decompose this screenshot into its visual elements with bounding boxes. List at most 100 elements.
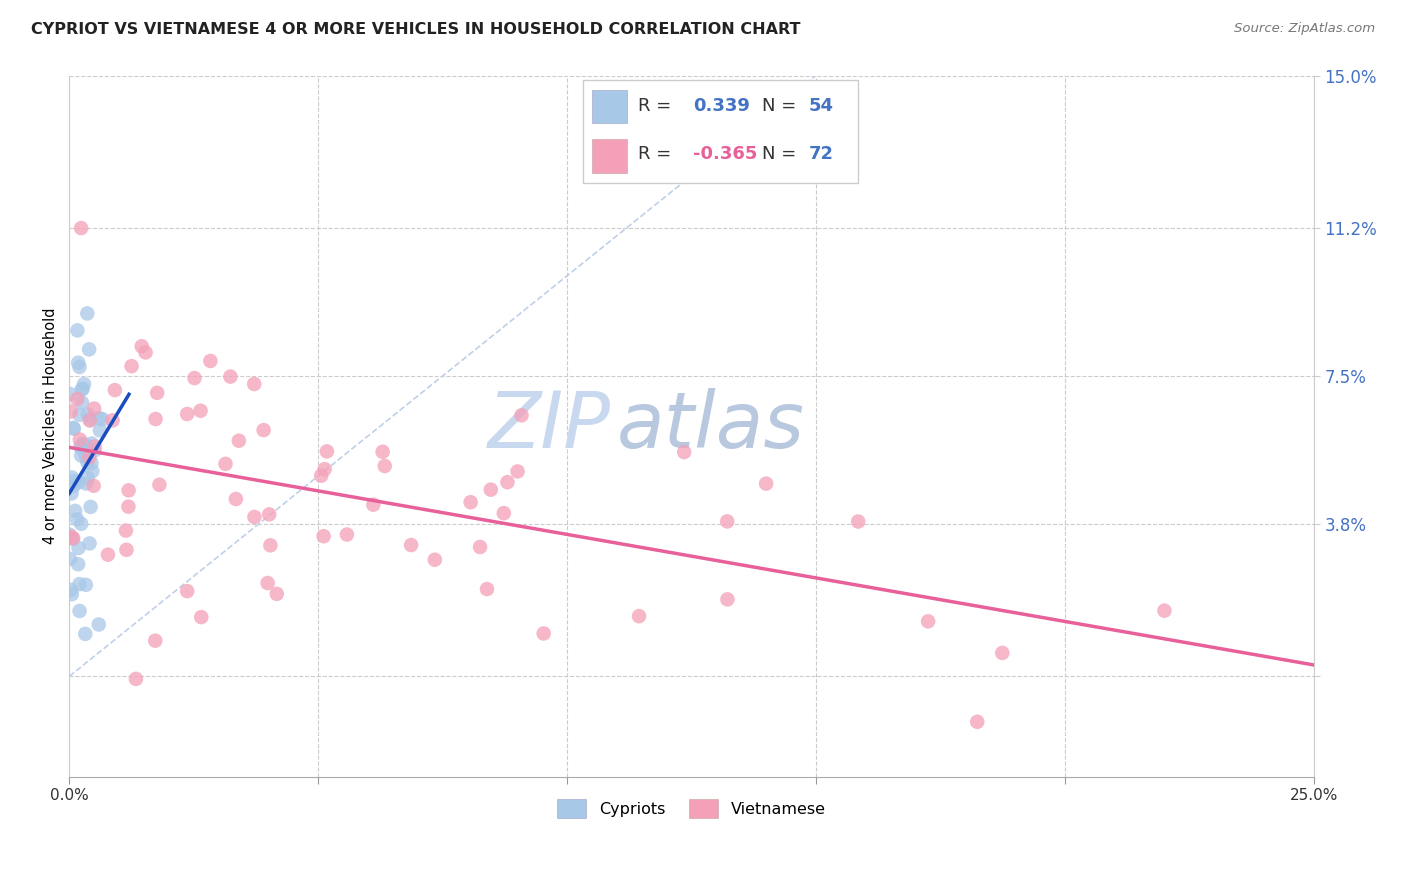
Point bbox=[67, 475, 90, 490]
Point bbox=[62, 422, 84, 436]
Point bbox=[60, 470, 83, 484]
Point bbox=[423, 552, 446, 566]
Point bbox=[492, 506, 515, 520]
Point bbox=[69, 433, 91, 447]
Point bbox=[143, 633, 166, 648]
Point bbox=[79, 413, 101, 427]
Point bbox=[266, 587, 288, 601]
Point bbox=[243, 376, 266, 391]
Point bbox=[69, 408, 91, 422]
Point bbox=[70, 516, 93, 531]
Point bbox=[69, 359, 91, 374]
Point bbox=[627, 609, 650, 624]
Text: Source: ZipAtlas.com: Source: ZipAtlas.com bbox=[1234, 22, 1375, 36]
Text: CYPRIOT VS VIETNAMESE 4 OR MORE VEHICLES IN HOUSEHOLD CORRELATION CHART: CYPRIOT VS VIETNAMESE 4 OR MORE VEHICLES… bbox=[31, 22, 800, 37]
Point bbox=[73, 377, 96, 392]
Point bbox=[70, 221, 93, 235]
Point bbox=[59, 387, 82, 401]
Point bbox=[371, 444, 394, 458]
Point bbox=[89, 424, 111, 438]
Point bbox=[755, 476, 778, 491]
Point bbox=[69, 440, 91, 454]
Point bbox=[475, 582, 498, 596]
Point bbox=[966, 714, 988, 729]
Point bbox=[83, 443, 105, 458]
Point bbox=[97, 548, 120, 562]
Point bbox=[117, 500, 139, 514]
Point bbox=[125, 672, 148, 686]
Point bbox=[69, 604, 91, 618]
Point bbox=[76, 471, 98, 485]
Point bbox=[148, 477, 170, 491]
Point bbox=[374, 458, 396, 473]
Point bbox=[62, 421, 84, 435]
Point bbox=[70, 439, 93, 453]
Point bbox=[135, 345, 157, 359]
Point bbox=[510, 409, 533, 423]
Point bbox=[315, 444, 337, 458]
Point bbox=[66, 512, 89, 526]
Point bbox=[190, 403, 212, 417]
Point bbox=[846, 515, 869, 529]
Point bbox=[219, 369, 242, 384]
Point bbox=[67, 356, 90, 370]
Point bbox=[115, 542, 138, 557]
Point bbox=[75, 627, 97, 641]
Point bbox=[716, 592, 738, 607]
Point bbox=[146, 385, 169, 400]
Text: atlas: atlas bbox=[617, 388, 804, 464]
Point bbox=[59, 530, 82, 544]
Point bbox=[67, 558, 90, 572]
Point bbox=[76, 451, 98, 466]
Point bbox=[190, 610, 212, 624]
Point bbox=[363, 498, 385, 512]
Point bbox=[72, 382, 94, 396]
Point bbox=[63, 474, 86, 488]
Point bbox=[716, 515, 738, 529]
Point bbox=[62, 532, 84, 546]
Point bbox=[200, 354, 222, 368]
Point bbox=[59, 582, 82, 597]
Text: N =: N = bbox=[762, 97, 796, 115]
Point bbox=[89, 411, 111, 425]
Point bbox=[496, 475, 519, 490]
Point bbox=[115, 524, 138, 538]
Point bbox=[58, 527, 80, 541]
Text: -0.365: -0.365 bbox=[693, 145, 758, 163]
Point bbox=[60, 486, 83, 500]
Point bbox=[336, 527, 359, 541]
Point bbox=[80, 436, 103, 450]
Point bbox=[69, 577, 91, 591]
Point bbox=[76, 306, 98, 320]
Point bbox=[73, 446, 96, 460]
Point bbox=[62, 531, 84, 545]
Point bbox=[83, 401, 105, 416]
Point bbox=[70, 449, 93, 463]
Point bbox=[991, 646, 1014, 660]
Point bbox=[312, 529, 335, 543]
Point bbox=[506, 465, 529, 479]
Point bbox=[59, 552, 82, 566]
Point bbox=[77, 408, 100, 422]
Point bbox=[183, 371, 205, 385]
Point bbox=[72, 436, 94, 450]
Point bbox=[63, 504, 86, 518]
Point bbox=[479, 483, 502, 497]
Point bbox=[79, 500, 101, 514]
Y-axis label: 4 or more Vehicles in Household: 4 or more Vehicles in Household bbox=[44, 308, 58, 544]
Text: 54: 54 bbox=[808, 97, 834, 115]
Point bbox=[79, 536, 101, 550]
Point bbox=[176, 407, 198, 421]
Point bbox=[121, 359, 143, 374]
Point bbox=[80, 456, 103, 470]
Text: R =: R = bbox=[638, 145, 672, 163]
Point bbox=[62, 479, 84, 493]
Point bbox=[117, 483, 139, 498]
Point bbox=[66, 323, 89, 337]
Point bbox=[70, 395, 93, 409]
Point bbox=[533, 626, 555, 640]
Point bbox=[259, 538, 281, 552]
Point bbox=[253, 423, 276, 437]
Point bbox=[309, 468, 332, 483]
Point bbox=[176, 584, 198, 599]
